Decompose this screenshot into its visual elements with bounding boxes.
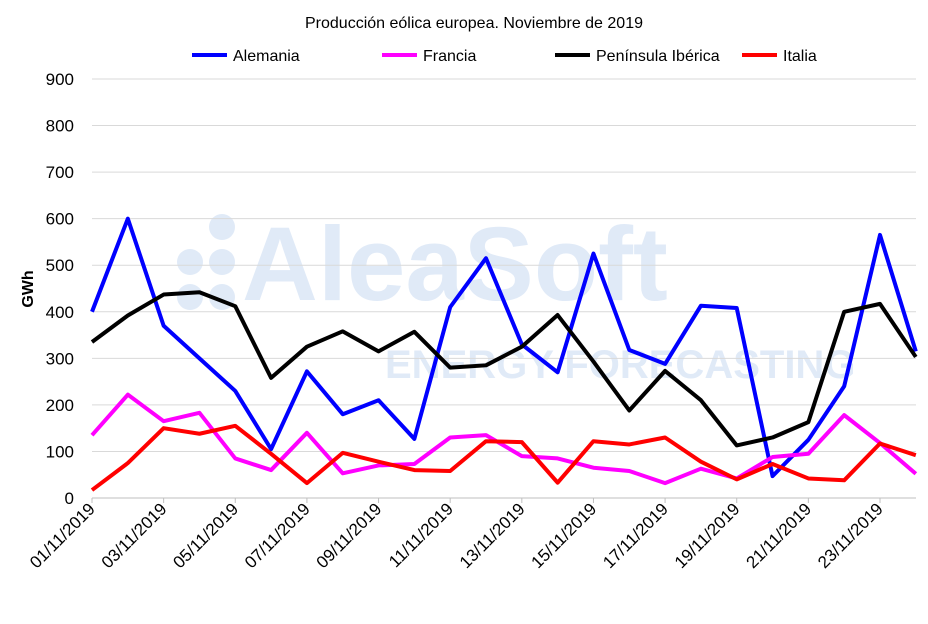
x-tick-label: 11/11/2019	[385, 499, 457, 571]
y-tick-label: 500	[46, 256, 74, 275]
x-tick-label: 07/11/2019	[241, 499, 314, 572]
x-tick-label: 05/11/2019	[169, 499, 242, 572]
y-tick-label: 0	[65, 489, 74, 508]
logo-dot	[177, 249, 203, 275]
series-line-península-ibérica	[90, 290, 918, 448]
legend-label: Francia	[423, 48, 476, 65]
x-tick-label: 03/11/2019	[98, 499, 171, 572]
legend-label: Italia	[783, 48, 817, 65]
y-tick-label: 600	[46, 210, 74, 229]
watermark-logo: AleaSoft ENERGY FORECASTING	[177, 206, 855, 387]
y-tick-label: 100	[46, 442, 74, 461]
logo-dot	[177, 284, 203, 310]
y-tick-label: 400	[46, 303, 74, 322]
chart-title: Producción eólica europea. Noviembre de …	[305, 15, 643, 32]
x-tick-label: 21/11/2019	[742, 499, 815, 572]
x-tick-label: 01/11/2019	[26, 499, 99, 572]
y-tick-label: 800	[46, 117, 74, 136]
x-tick-label: 17/11/2019	[599, 499, 672, 572]
y-tick-label: 900	[46, 70, 74, 89]
x-tick-label: 19/11/2019	[671, 499, 744, 572]
x-tick-label: 09/11/2019	[313, 499, 386, 572]
watermark-name: AleaSoft	[242, 206, 668, 323]
series-line-italia	[90, 423, 917, 492]
x-tick-label: 13/11/2019	[456, 499, 529, 572]
legend-label: Península Ibérica	[596, 48, 720, 65]
y-tick-label: 200	[46, 396, 74, 415]
watermark-tagline: ENERGY FORECASTING	[385, 343, 855, 387]
x-tick-label: 23/11/2019	[814, 499, 887, 572]
legend-label: Alemania	[233, 48, 300, 65]
x-tick-label: 15/11/2019	[528, 499, 601, 572]
y-tick-label: 300	[46, 349, 74, 368]
series-line-francia	[90, 392, 918, 486]
series-line-alemania	[90, 216, 918, 479]
y-axis-label: GWh	[20, 270, 37, 307]
logo-dot	[209, 249, 235, 275]
y-tick-label: 700	[46, 163, 74, 182]
logo-dot	[209, 214, 235, 240]
